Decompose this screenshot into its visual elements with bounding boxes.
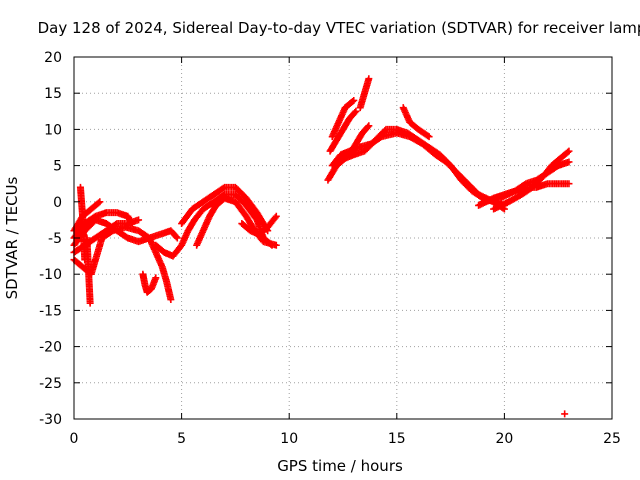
x-tick-label: 20 xyxy=(495,431,513,447)
data-point xyxy=(364,123,372,131)
series-Q xyxy=(356,75,373,112)
series-A xyxy=(70,223,175,304)
series-W xyxy=(561,410,569,418)
data-point xyxy=(112,220,120,228)
y-tick-label: -20 xyxy=(39,340,62,356)
data-point xyxy=(172,233,180,241)
data-point xyxy=(167,296,175,304)
data-point xyxy=(365,75,373,83)
x-tick-label: 15 xyxy=(388,431,406,447)
x-axis-label: GPS time / hours xyxy=(277,457,403,475)
series-S xyxy=(399,104,433,141)
data-point xyxy=(565,147,573,155)
data-point xyxy=(424,132,432,140)
data-point xyxy=(271,214,279,222)
data-point xyxy=(219,184,227,192)
grid-layer xyxy=(74,57,612,419)
y-tick-label: 20 xyxy=(44,50,62,66)
y-tick-label: -30 xyxy=(39,412,62,428)
series-H xyxy=(139,270,160,296)
data-point xyxy=(173,234,181,242)
data-point xyxy=(135,216,143,224)
data-point xyxy=(152,274,160,282)
data-point xyxy=(425,133,433,141)
chart-title: Day 128 of 2024, Sidereal Day-to-day VTE… xyxy=(38,19,640,37)
y-tick-label: 0 xyxy=(53,195,62,211)
data-point xyxy=(95,199,103,207)
series-L xyxy=(238,212,280,238)
data-point xyxy=(272,212,280,220)
y-tick-label: -25 xyxy=(39,376,62,392)
series-P xyxy=(328,96,358,141)
y-tick-label: 15 xyxy=(44,86,62,102)
data-point xyxy=(96,198,104,206)
series-G xyxy=(83,234,94,307)
data-point xyxy=(365,122,373,130)
data-point xyxy=(565,180,573,188)
tick-layer: 0 5 10 15 20 25 -30 -25 -20 -15 -10 -5 0 5 10 15 20 xyxy=(39,50,621,447)
y-tick-label: -15 xyxy=(39,303,62,319)
data-point xyxy=(350,96,358,104)
y-tick-label: 5 xyxy=(53,159,62,175)
data-point xyxy=(272,241,280,249)
y-tick-label: -5 xyxy=(48,231,62,247)
y-tick-label: 10 xyxy=(44,122,62,138)
x-tick-label: 10 xyxy=(280,431,298,447)
data-point xyxy=(565,158,573,166)
x-tick-label: 5 xyxy=(177,431,186,447)
x-tick-label: 25 xyxy=(603,431,621,447)
series-V xyxy=(490,147,573,213)
data-point xyxy=(352,107,360,115)
data-point xyxy=(86,299,94,307)
y-tick-label: -10 xyxy=(39,267,62,283)
y-axis-label: SDTVAR / TECUs xyxy=(3,176,21,299)
data-point xyxy=(351,109,359,117)
series-O xyxy=(326,107,360,155)
series-R xyxy=(345,122,373,159)
data-point xyxy=(349,97,357,105)
data-point xyxy=(561,410,569,418)
data-layer xyxy=(70,75,573,418)
x-tick-label: 0 xyxy=(70,431,79,447)
data-point xyxy=(564,148,572,156)
